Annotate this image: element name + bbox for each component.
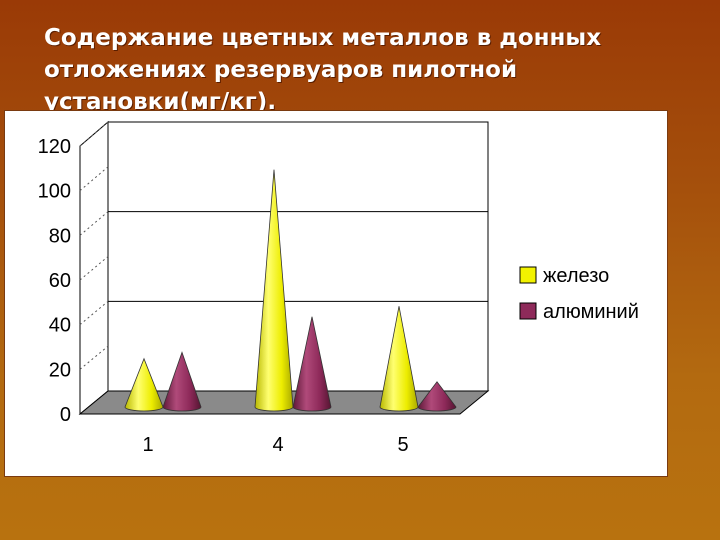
y-tick-label: 80 [49, 225, 71, 247]
legend-label: алюминий [543, 301, 639, 323]
x-tick-label: 4 [272, 434, 283, 456]
gridline-side [79, 256, 109, 281]
chart-area: 0 20 40 60 80 100 120 1 4 5 железо алюминий [4, 110, 668, 477]
y-tick-label: 20 [49, 359, 71, 381]
cone-bar [162, 351, 202, 412]
cone-bar [292, 316, 332, 412]
cone-body [292, 316, 332, 412]
gridline-side [79, 121, 109, 147]
slide-title: Содержание цветных металлов в донных отл… [44, 25, 602, 115]
x-tick-label: 1 [142, 434, 153, 456]
gridline-side [79, 345, 109, 370]
y-tick-label: 100 [38, 181, 71, 203]
legend-swatch [519, 302, 537, 320]
legend-swatch [519, 266, 537, 284]
gridline-side [79, 166, 109, 192]
gridline-side [79, 300, 109, 326]
y-tick-label: 120 [38, 136, 71, 158]
x-tick-label: 5 [397, 434, 408, 456]
cone-body [417, 381, 457, 412]
cone-bar [417, 381, 457, 412]
gridline-side [79, 211, 109, 236]
y-tick-label: 0 [60, 404, 71, 426]
y-tick-label: 40 [49, 315, 71, 337]
cone-bar-chart: 0 20 40 60 80 100 120 1 4 5 железо алюминий [38, 120, 639, 456]
chart-back-wall [107, 121, 489, 392]
cone-body [162, 351, 202, 412]
chart-side-wall [79, 120, 109, 416]
y-tick-label: 60 [49, 270, 71, 292]
legend-label: железо [543, 265, 609, 287]
